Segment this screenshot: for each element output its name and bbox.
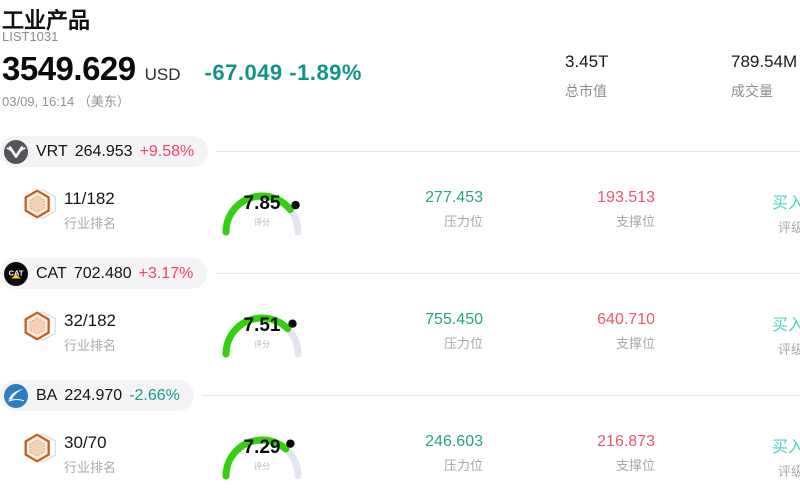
caterpillar-logo: CAT (3, 261, 29, 287)
volume-value: 789.54M (731, 52, 798, 71)
market-cap-label: 总市值 (565, 83, 607, 99)
list-id: LIST1031 (2, 29, 59, 44)
score-value: 7.85 (243, 193, 281, 214)
resistance-value: 246.603 (425, 433, 483, 450)
market-cap-value: 3.45T (565, 52, 609, 71)
stock-row: VRT 264.953 +9.58% 11/182 行业排名 7.85 评分 2… (0, 136, 800, 258)
industry-rank-label: 行业排名 (64, 338, 117, 353)
rating-column: 买入 评级 (772, 189, 800, 236)
rating-column: 买入 评级 (772, 433, 800, 480)
stock-pill-row: CAT CAT 702.480 +3.17% (0, 258, 800, 289)
industry-rank-column: 11/182 行业排名 (64, 189, 116, 232)
score-label: 评分 (254, 218, 270, 227)
score-gauge-arc (222, 436, 302, 480)
stock-pill[interactable]: BA 224.970 -2.66% (0, 380, 194, 411)
rating-value: 买入 (771, 317, 800, 334)
score-gauge-arc (222, 314, 302, 358)
industry-rank-value: 30/70 (64, 433, 107, 452)
boeing-logo (3, 383, 29, 409)
resistance-column: 246.603 压力位 (425, 433, 483, 474)
score-gauge: 7.29 评分 (216, 420, 308, 484)
stock-pill[interactable]: CAT CAT 702.480 +3.17% (0, 258, 208, 289)
industry-rank-column: 32/182 行业排名 (64, 311, 116, 354)
resistance-column: 277.453 压力位 (425, 189, 483, 230)
resistance-label: 压力位 (443, 458, 483, 473)
resistance-value: 277.453 (425, 189, 483, 206)
support-column: 216.873 支撑位 (597, 433, 655, 474)
support-label: 支撑位 (615, 214, 655, 229)
page-title: 工业产品 (2, 8, 91, 33)
industry-rank-label: 行业排名 (64, 460, 117, 475)
industry-rank-value: 11/182 (64, 189, 115, 208)
vertiv-logo (3, 139, 29, 165)
score-value: 7.51 (243, 315, 281, 336)
divider-line (215, 273, 800, 274)
ticker-change: +3.17% (138, 264, 194, 282)
rating-label: 评级 (777, 464, 800, 479)
ticker-price: 264.953 (74, 142, 133, 160)
industry-rank-badge-icon (21, 428, 59, 468)
market-cap-stat: 3.45T 总市值 (565, 52, 608, 101)
ticker-price: 224.970 (64, 386, 123, 404)
stock-row: BA 224.970 -2.66% 30/70 行业排名 7.29 评分 246… (0, 380, 800, 502)
divider-line (216, 151, 800, 152)
ticker-change: +9.58% (139, 142, 195, 160)
score-label: 评分 (254, 340, 270, 349)
svg-text:CAT: CAT (9, 268, 24, 277)
stock-pill[interactable]: VRT 264.953 +9.58% (0, 136, 209, 167)
stock-list: VRT 264.953 +9.58% 11/182 行业排名 7.85 评分 2… (0, 136, 800, 502)
support-column: 640.710 支撑位 (597, 311, 655, 352)
ticker-price: 702.480 (73, 264, 132, 282)
price-block: 3549.629 USD -67.049 -1.89% (2, 50, 362, 88)
rating-value: 买入 (771, 439, 800, 456)
index-change: -67.049 -1.89% (204, 60, 362, 85)
support-label: 支撑位 (615, 458, 655, 473)
ticker-symbol: BA (36, 386, 58, 404)
score-gauge: 7.85 评分 (216, 176, 308, 240)
ticker-change: -2.66% (129, 386, 180, 404)
industry-rank-label: 行业排名 (64, 216, 117, 231)
stock-row: CAT CAT 702.480 +3.17% 32/182 行业排名 7.51 … (0, 258, 800, 380)
support-label: 支撑位 (615, 336, 655, 351)
stock-row-content: 32/182 行业排名 7.51 评分 755.450 压力位 640.710 … (0, 298, 800, 380)
score-gauge-arc (222, 192, 302, 236)
support-value: 640.710 (597, 311, 655, 328)
rating-label: 评级 (777, 220, 800, 235)
support-value: 216.873 (597, 433, 655, 450)
resistance-label: 压力位 (443, 214, 483, 229)
stock-row-content: 11/182 行业排名 7.85 评分 277.453 压力位 193.513 … (0, 176, 800, 258)
stock-pill-row: VRT 264.953 +9.58% (0, 136, 800, 167)
volume-stat: 789.54M 成交量 (731, 52, 797, 101)
industry-rank-value: 32/182 (64, 311, 116, 330)
resistance-column: 755.450 压力位 (425, 311, 483, 352)
index-price: 3549.629 (2, 50, 136, 87)
ticker-symbol: CAT (36, 264, 67, 282)
resistance-value: 755.450 (425, 311, 483, 328)
ticker-symbol: VRT (36, 142, 68, 160)
score-value: 7.29 (243, 437, 281, 458)
resistance-label: 压力位 (443, 336, 483, 351)
volume-label: 成交量 (731, 83, 773, 99)
rating-value: 买入 (771, 195, 800, 212)
support-value: 193.513 (597, 189, 655, 206)
score-label: 评分 (254, 462, 270, 471)
industry-rank-badge-icon (21, 306, 59, 346)
industry-rank-column: 30/70 行业排名 (64, 433, 116, 476)
rating-column: 买入 评级 (772, 311, 800, 358)
divider-line (201, 395, 800, 396)
industry-rank-badge-icon (21, 184, 59, 224)
score-gauge: 7.51 评分 (216, 298, 308, 362)
stock-pill-row: BA 224.970 -2.66% (0, 380, 800, 411)
quote-timestamp: 03/09, 16:14 （美东） (2, 94, 130, 109)
support-column: 193.513 支撑位 (597, 189, 655, 230)
currency-label: USD (144, 65, 181, 84)
rating-label: 评级 (777, 342, 800, 357)
stock-row-content: 30/70 行业排名 7.29 评分 246.603 压力位 216.873 支… (0, 420, 800, 502)
